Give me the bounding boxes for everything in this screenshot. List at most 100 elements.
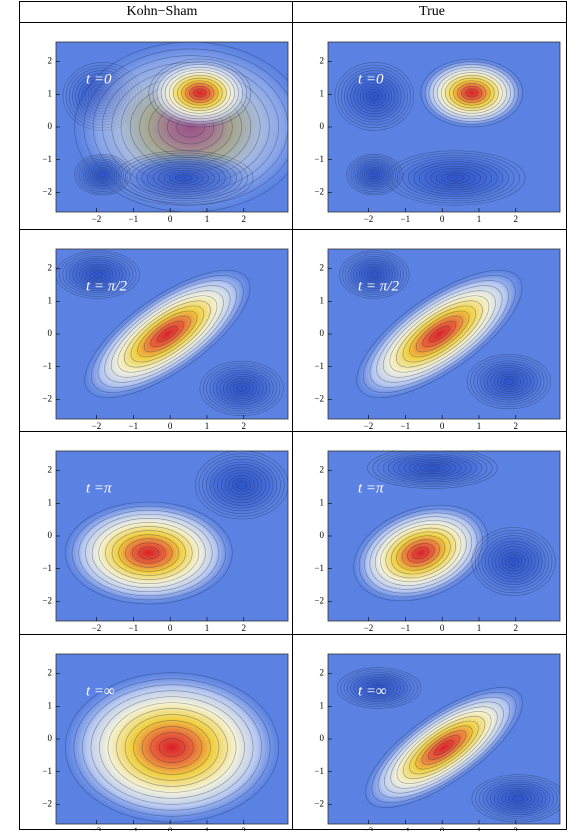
contour-line	[493, 785, 543, 812]
contour-line	[83, 48, 288, 206]
x-tick-label: −1	[129, 421, 139, 431]
contour-line	[473, 358, 545, 405]
y-tick-label: −2	[42, 186, 52, 196]
contour-line	[158, 167, 209, 189]
density-blob	[114, 150, 254, 206]
y-tick-label: 1	[320, 497, 325, 507]
contour-line	[69, 258, 127, 291]
contour-line	[78, 157, 127, 193]
contour-line	[85, 267, 110, 282]
contour-line	[194, 451, 288, 520]
contour-line	[446, 174, 465, 182]
x-tick-label: 0	[168, 623, 173, 633]
contour-line	[152, 61, 248, 125]
contour-line	[222, 376, 261, 401]
contour-line	[157, 326, 178, 342]
x-tick-label: 0	[168, 214, 173, 224]
contour-line	[224, 472, 259, 498]
contour-line	[501, 789, 536, 808]
y-tick-label: 0	[48, 121, 53, 131]
plot-area	[328, 654, 560, 824]
y-tick-label: −1	[42, 154, 52, 164]
contour-line	[148, 58, 252, 128]
contour-line	[500, 375, 518, 388]
contour-line	[501, 551, 526, 572]
contour-line	[364, 267, 385, 282]
contour-line	[421, 730, 467, 765]
x-tick-label: 2	[514, 214, 519, 224]
contour-line	[497, 787, 539, 810]
x-tick-label: −2	[92, 623, 102, 633]
contour-line	[415, 725, 473, 770]
x-tick-label: 2	[242, 826, 247, 831]
y-tick-label: −2	[42, 393, 52, 403]
contour-line	[353, 259, 396, 290]
y-tick-label: 1	[320, 88, 325, 98]
contour-line	[85, 513, 213, 593]
annotation: t =0	[358, 71, 384, 87]
contour-line	[429, 326, 450, 342]
contour-line	[366, 89, 383, 104]
contour-line	[432, 66, 511, 120]
density-blob	[420, 59, 523, 127]
y-tick-label: 2	[48, 263, 53, 273]
y-tick-label: 1	[48, 497, 53, 507]
contour-line	[504, 791, 532, 806]
contour-line	[420, 58, 524, 128]
density-blob	[353, 505, 488, 601]
x-tick-label: 2	[242, 214, 247, 224]
contour-line	[407, 159, 504, 197]
contour-line	[369, 280, 510, 388]
contour-line	[413, 161, 498, 195]
x-tick-label: 2	[514, 826, 519, 831]
contour-line	[385, 527, 457, 579]
x-tick-label: 2	[514, 421, 519, 431]
contour-line	[494, 546, 533, 577]
contour-line	[110, 290, 224, 378]
contour-line	[363, 680, 395, 696]
y-tick-label: −1	[42, 766, 52, 776]
contour-line	[229, 380, 254, 397]
contour-line	[493, 371, 525, 392]
contour-plot: −2 −1 0 1 2 −2 −1 0 1 2 t =∞	[314, 653, 561, 836]
contour-line	[380, 523, 462, 583]
contour-line	[334, 62, 415, 131]
contour-line	[72, 259, 124, 290]
x-tick-label: −2	[92, 421, 102, 431]
contour-plot: −2 −1 0 1 2 −2 −1 0 1 2 t =π	[42, 450, 289, 633]
contour-line	[172, 75, 227, 111]
annotation: t =∞	[358, 683, 387, 699]
contour-line	[353, 504, 489, 602]
contour-line	[189, 85, 211, 101]
contour-line	[483, 364, 535, 399]
contour-line	[478, 778, 558, 819]
contour-line	[83, 160, 122, 189]
contour-line	[344, 70, 405, 123]
plot-area	[56, 249, 288, 419]
contour-line	[359, 163, 390, 186]
contour-line	[367, 451, 498, 489]
y-tick-label: 0	[320, 530, 325, 540]
contour-line	[177, 77, 223, 109]
contour-line	[488, 540, 539, 583]
y-tick-label: 0	[48, 733, 53, 743]
contour-line	[87, 163, 118, 186]
contour-line	[356, 261, 393, 288]
contour-line	[156, 64, 244, 122]
contour-line	[107, 702, 237, 793]
contour-line	[444, 75, 499, 111]
contour-line	[361, 165, 387, 184]
contour-line	[150, 732, 194, 763]
contour-line	[415, 315, 463, 353]
contour-line	[91, 275, 244, 393]
contour-line	[428, 735, 460, 760]
contour-line	[169, 172, 198, 184]
contour-line	[409, 310, 470, 358]
contour-line	[76, 155, 129, 194]
contour-line	[384, 701, 504, 794]
y-tick-label: 0	[48, 530, 53, 540]
contour-line	[64, 501, 233, 605]
contour-line	[498, 548, 529, 575]
contour-line	[363, 275, 516, 393]
x-tick-label: −2	[364, 421, 374, 431]
